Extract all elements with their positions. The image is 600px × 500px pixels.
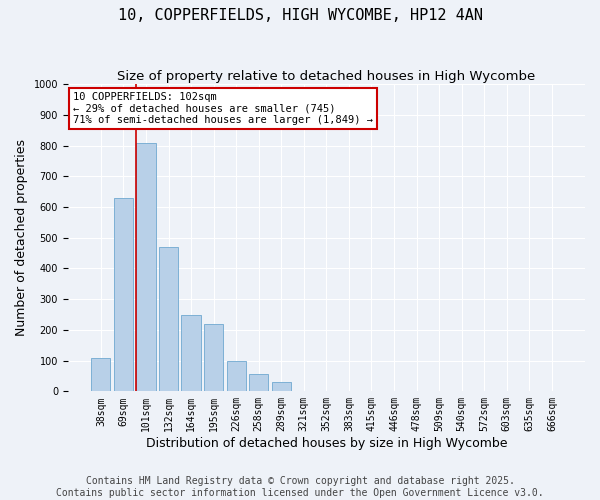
Text: 10 COPPERFIELDS: 102sqm
← 29% of detached houses are smaller (745)
71% of semi-d: 10 COPPERFIELDS: 102sqm ← 29% of detache… [73, 92, 373, 125]
Bar [204, 324, 223, 392]
Text: 10, COPPERFIELDS, HIGH WYCOMBE, HP12 4AN: 10, COPPERFIELDS, HIGH WYCOMBE, HP12 4AN [118, 8, 482, 22]
X-axis label: Distribution of detached houses by size in High Wycombe: Distribution of detached houses by size … [146, 437, 507, 450]
Bar [136, 142, 155, 392]
Y-axis label: Number of detached properties: Number of detached properties [15, 139, 28, 336]
Bar [227, 360, 246, 392]
Bar [249, 374, 268, 392]
Text: Contains HM Land Registry data © Crown copyright and database right 2025.
Contai: Contains HM Land Registry data © Crown c… [56, 476, 544, 498]
Bar [91, 358, 110, 392]
Bar [114, 198, 133, 392]
Bar [181, 314, 200, 392]
Bar [159, 247, 178, 392]
Bar [272, 382, 291, 392]
Title: Size of property relative to detached houses in High Wycombe: Size of property relative to detached ho… [117, 70, 536, 83]
